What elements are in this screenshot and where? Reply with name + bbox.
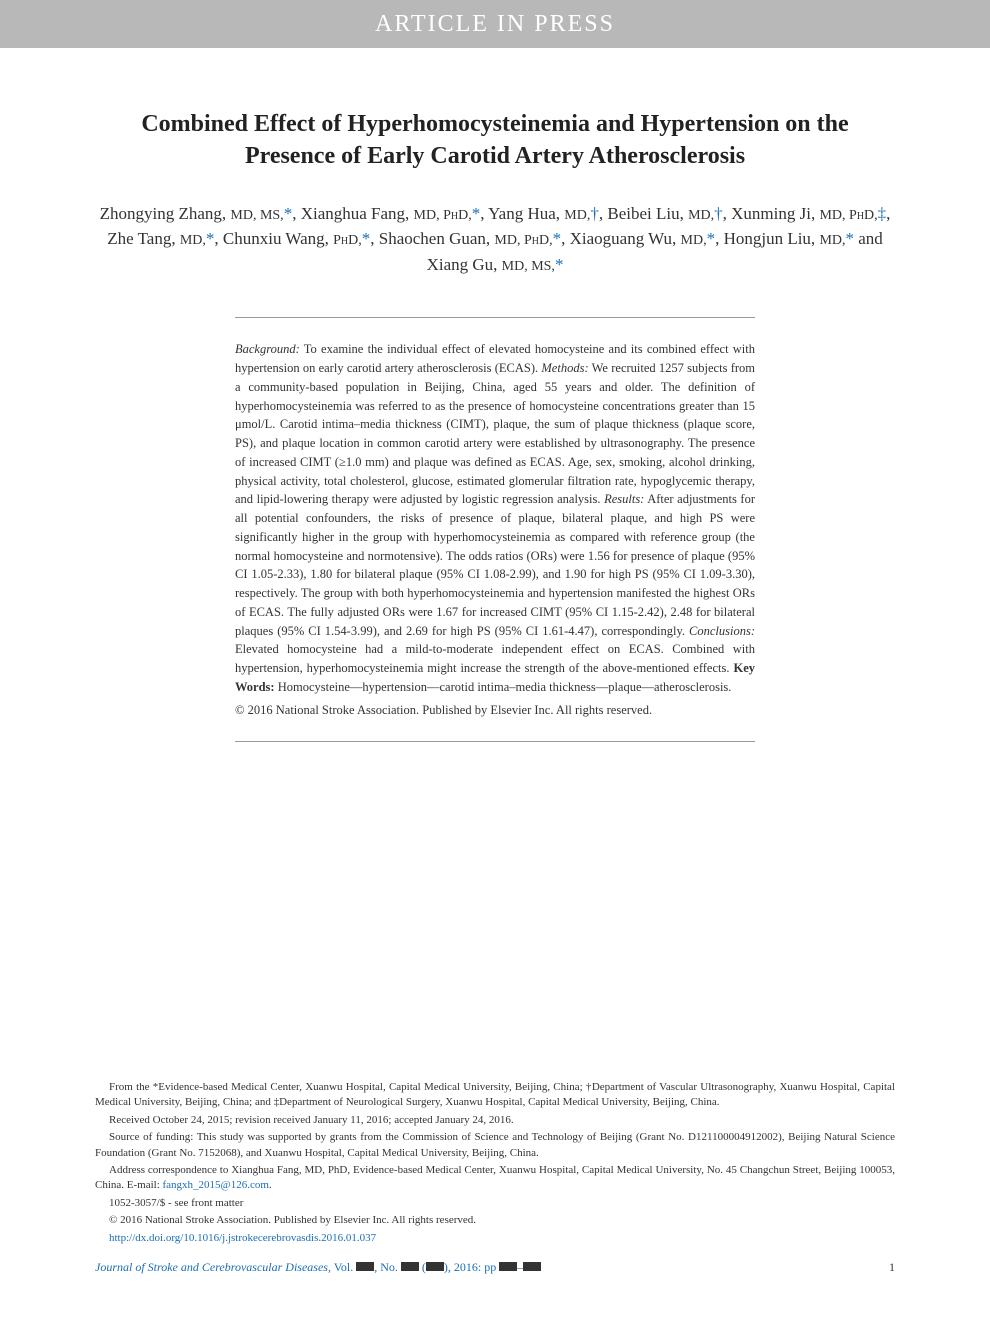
journal-footer-line: Journal of Stroke and Cerebrovascular Di… [95,1260,895,1275]
doi-link[interactable]: http://dx.doi.org/10.1016/j.jstrokecereb… [109,1232,376,1244]
affil-funding: Source of funding: This study was suppor… [95,1130,895,1161]
affil-correspondence: Address correspondence to Xianghua Fang,… [95,1163,895,1194]
abstract-conclusions: Elevated homocysteine had a mild-to-mode… [235,642,755,675]
affil-issn-text: 1052-3057/$ - see front matter [109,1197,243,1209]
header-banner: ARTICLE IN PRESS [0,0,990,48]
journal-vol-prefix: , Vol. [328,1260,356,1274]
authors-block: Zhongying Zhang, MD, MS,*, Xianghua Fang… [95,201,895,278]
affil-received: Received October 24, 2015; revision rece… [95,1113,895,1128]
author-affil-symbol: * [284,204,293,223]
journal-name: Journal of Stroke and Cerebrovascular Di… [95,1260,328,1274]
author-affil-symbol: ‡ [878,204,887,223]
abstract-background-label: Background: [235,342,300,356]
author-name: Xiang Gu, [427,255,498,274]
journal-year-pp: , 2016: pp [448,1260,499,1274]
author-name: Zhongying Zhang, [100,204,227,223]
placeholder-block-icon [356,1262,365,1271]
abstract-text: Background: To examine the individual ef… [235,340,755,696]
author-degree: MD, PhD, [819,208,877,223]
author-degree: MD, MS, [502,259,555,274]
page-content: Combined Effect of Hyperhomocysteinemia … [0,48,990,742]
placeholder-block-icon [532,1262,541,1271]
affil-from-text: From the *Evidence-based Medical Center,… [95,1081,895,1108]
abstract-results: After adjustments for all potential conf… [235,492,755,637]
abstract-methods-label: Methods: [541,361,588,375]
author-name: Xunming Ji, [731,204,815,223]
author-affil-symbol: * [846,229,855,248]
placeholder-block-icon [523,1262,532,1271]
author-degree: MD, [688,208,714,223]
author-affil-symbol: * [555,255,564,274]
author-affil-symbol: * [707,229,716,248]
affil-copyright-text: © 2016 National Stroke Association. Publ… [109,1214,476,1226]
abstract-results-label: Results: [604,492,644,506]
page-number: 1 [889,1260,895,1275]
placeholder-block-icon [426,1262,435,1271]
author-name: Xianghua Fang, [301,204,410,223]
affil-issn: 1052-3057/$ - see front matter [95,1196,895,1211]
placeholder-block-icon [499,1262,508,1271]
placeholder-block-icon [410,1262,419,1271]
correspondence-email-link[interactable]: fangxh_2015@126.com [163,1179,269,1191]
affil-copyright: © 2016 National Stroke Association. Publ… [95,1213,895,1228]
author-degree: MD, MS, [230,208,283,223]
placeholder-block-icon [435,1262,444,1271]
author-degree: MD, [180,233,206,248]
affil-from: From the *Evidence-based Medical Center,… [95,1080,895,1111]
author-degree: MD, [564,208,590,223]
author-degree: MD, [681,233,707,248]
placeholder-block-icon [365,1262,374,1271]
author-affil-symbol: * [553,229,562,248]
author-affil-symbol: * [362,229,371,248]
author-name: Hongjun Liu, [724,229,816,248]
author-degree: MD, [819,233,845,248]
footer-block: From the *Evidence-based Medical Center,… [95,1080,895,1275]
author-affil-symbol: * [472,204,481,223]
author-affil-symbol: † [590,204,599,223]
affil-received-text: Received October 24, 2015; revision rece… [109,1114,514,1126]
author-degree: MD, PhD, [414,208,472,223]
author-name: Chunxiu Wang, [223,229,329,248]
article-title: Combined Effect of Hyperhomocysteinemia … [95,108,895,173]
author-name: Xiaoguang Wu, [570,229,677,248]
journal-no-prefix: , No. [374,1260,401,1274]
affil-funding-text: Source of funding: This study was suppor… [95,1131,895,1158]
abstract-methods: We recruited 1257 subjects from a commun… [235,361,755,506]
author-affil-symbol: * [206,229,215,248]
abstract-keywords: Homocysteine—hypertension—carotid intima… [275,680,732,694]
author-degree: MD, PhD, [494,233,552,248]
journal-citation: Journal of Stroke and Cerebrovascular Di… [95,1260,541,1275]
affil-corr-suffix: . [269,1179,272,1191]
author-affil-symbol: † [714,204,723,223]
header-banner-text: ARTICLE IN PRESS [375,11,615,38]
placeholder-block-icon [401,1262,410,1271]
abstract-conclusions-label: Conclusions: [689,624,755,638]
placeholder-block-icon [508,1262,517,1271]
abstract-copyright: © 2016 National Stroke Association. Publ… [235,701,755,720]
author-name: Beibei Liu, [607,204,683,223]
author-name: Zhe Tang, [107,229,175,248]
author-name: Yang Hua, [488,204,560,223]
author-degree: PhD, [333,233,362,248]
affil-doi: http://dx.doi.org/10.1016/j.jstrokecereb… [95,1231,895,1246]
author-name: Shaochen Guan, [379,229,490,248]
abstract-block: Background: To examine the individual ef… [235,317,755,742]
